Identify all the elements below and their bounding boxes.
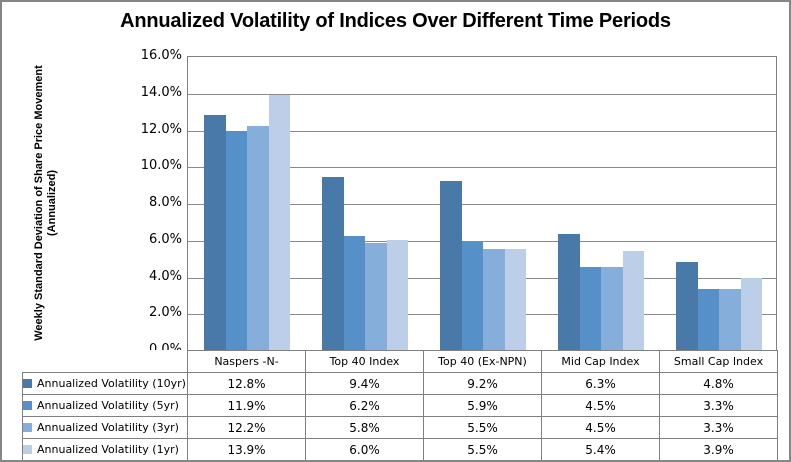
series-value-cell: 11.9% xyxy=(187,394,306,417)
gridline xyxy=(188,204,776,205)
y-tick-label: 16.0% xyxy=(140,48,182,63)
data-table-legend: Naspers -N- Top 40 Index Top 40 (Ex-NPN) Mi… xyxy=(22,350,778,460)
series-value-cell: 5.4% xyxy=(541,438,660,460)
bar xyxy=(268,94,290,350)
bar xyxy=(225,131,247,350)
series-value-cell: 4.5% xyxy=(541,416,660,439)
bar xyxy=(204,114,226,350)
series-value-cell: 13.9% xyxy=(187,438,306,460)
series-value-cell: 3.3% xyxy=(659,416,778,439)
y-tick-label: 12.0% xyxy=(140,121,182,137)
series-name-label: Annualized Volatility (10yr) xyxy=(37,377,186,390)
data-table-series-row: Annualized Volatility (3yr) 12.2% 5.8% 5.5%… xyxy=(22,416,778,439)
y-tick-label: 2.0% xyxy=(148,305,182,321)
category-label: Top 40 Index xyxy=(305,350,424,373)
bar xyxy=(461,241,483,350)
y-tick-label: 4.0% xyxy=(148,268,182,284)
series-name-label: Annualized Volatility (3yr) xyxy=(37,421,179,434)
series-value-cell: 6.2% xyxy=(305,394,424,417)
data-table-series-row: Annualized Volatility (5yr) 11.9% 6.2% 5.9%… xyxy=(22,394,778,417)
bar xyxy=(386,239,408,350)
category-label: Naspers -N- xyxy=(187,350,306,373)
series-value-cell: 3.9% xyxy=(659,438,778,460)
chart-title: Annualized Volatility of Indices Over Di… xyxy=(120,10,671,32)
bar xyxy=(440,180,462,350)
y-tick-label: 14.0% xyxy=(140,84,182,100)
series-value-cell: 4.8% xyxy=(659,372,778,395)
series-value-cell: 9.4% xyxy=(305,372,424,395)
series-legend-cell: Annualized Volatility (3yr) xyxy=(22,416,188,439)
legend-key-swatch-icon xyxy=(23,423,32,432)
category-label: Small Cap Index xyxy=(659,350,778,373)
legend-key-swatch-icon xyxy=(23,401,32,410)
data-table-series-row: Annualized Volatility (10yr) 12.8% 9.4% 9.2… xyxy=(22,372,778,395)
series-value-cell: 12.2% xyxy=(187,416,306,439)
series-value-cell: 5.9% xyxy=(423,394,542,417)
series-value-cell: 6.0% xyxy=(305,438,424,460)
bar xyxy=(579,267,601,350)
category-label: Top 40 (Ex-NPN) xyxy=(423,350,542,373)
gridline xyxy=(188,130,776,132)
bar xyxy=(622,250,644,350)
bar xyxy=(719,289,741,350)
gridline xyxy=(188,167,776,169)
series-value-cell: 4.5% xyxy=(541,394,660,417)
bar xyxy=(504,248,526,350)
data-table-corner-cell xyxy=(23,351,188,373)
series-value-cell: 9.2% xyxy=(423,372,542,395)
category-label: Mid Cap Index xyxy=(541,350,660,373)
bar xyxy=(676,261,698,350)
series-value-cell: 5.5% xyxy=(423,438,542,460)
series-value-cell: 6.3% xyxy=(541,372,660,395)
bar xyxy=(483,248,505,350)
y-tick-label: 6.0% xyxy=(148,231,182,247)
legend-key-swatch-icon xyxy=(23,379,32,388)
plot-area xyxy=(187,56,777,350)
series-value-cell: 3.3% xyxy=(659,394,778,417)
series-legend-cell: Annualized Volatility (1yr) xyxy=(22,438,188,460)
y-tick-label: 8.0% xyxy=(148,195,182,210)
series-name-label: Annualized Volatility (1yr) xyxy=(37,443,179,456)
bar xyxy=(322,177,344,350)
bar xyxy=(697,289,719,350)
gridline xyxy=(188,240,776,242)
series-legend-cell: Annualized Volatility (10yr) xyxy=(22,372,188,395)
bar xyxy=(558,234,580,350)
bar xyxy=(343,236,365,350)
series-value-cell: 5.8% xyxy=(305,416,424,439)
bar xyxy=(247,125,269,350)
series-name-label: Annualized Volatility (5yr) xyxy=(37,399,179,412)
bar xyxy=(601,267,623,350)
bar xyxy=(365,243,387,350)
data-table-header-row: Naspers -N- Top 40 Index Top 40 (Ex-NPN) Mi… xyxy=(23,350,778,373)
legend-key-swatch-icon xyxy=(23,445,32,454)
gridline xyxy=(188,93,776,95)
series-legend-cell: Annualized Volatility (5yr) xyxy=(22,394,188,417)
series-value-cell: 12.8% xyxy=(187,372,306,395)
data-table-series-row: Annualized Volatility (1yr) 13.9% 6.0% 5.5%… xyxy=(22,438,778,460)
series-value-cell: 5.5% xyxy=(423,416,542,439)
y-tick-label: 10.0% xyxy=(140,158,182,174)
bar xyxy=(740,278,762,350)
